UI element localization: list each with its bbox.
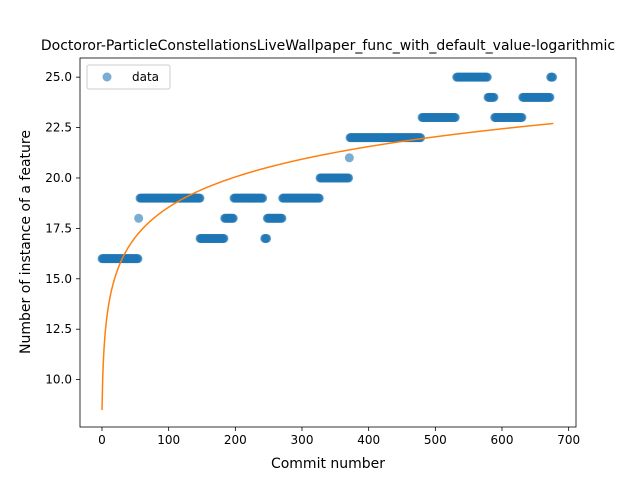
y-tick-label: 25.0 bbox=[45, 70, 72, 84]
data-point bbox=[517, 112, 527, 122]
data-point bbox=[450, 112, 460, 122]
data-point bbox=[262, 233, 272, 243]
legend-label-data: data bbox=[132, 70, 159, 84]
legend-box bbox=[86, 64, 171, 90]
data-point bbox=[314, 193, 324, 203]
x-tick-label: 700 bbox=[557, 433, 580, 447]
y-tick-label: 15.0 bbox=[45, 272, 72, 286]
data-point bbox=[344, 173, 354, 183]
x-axis-label: Commit number bbox=[271, 456, 385, 472]
data-point bbox=[548, 72, 558, 82]
x-axis: 0 100 200 300 400 500 600 700 bbox=[98, 427, 580, 447]
legend: data bbox=[86, 64, 171, 90]
y-tick-label: 20.0 bbox=[45, 171, 72, 185]
data-point bbox=[134, 213, 144, 223]
plot-frame bbox=[79, 57, 577, 428]
data-point bbox=[545, 92, 555, 102]
data-point bbox=[344, 153, 354, 163]
y-tick-label: 22.5 bbox=[45, 121, 72, 135]
x-tick-label: 200 bbox=[224, 433, 247, 447]
x-tick-label: 100 bbox=[157, 433, 180, 447]
data-point bbox=[195, 193, 205, 203]
data-point bbox=[258, 193, 268, 203]
data-point bbox=[416, 133, 426, 143]
x-tick-label: 400 bbox=[357, 433, 380, 447]
y-axis-label: Number of instance of a feature bbox=[18, 130, 34, 354]
data-point bbox=[277, 213, 287, 223]
x-tick-label: 600 bbox=[491, 433, 514, 447]
x-tick-label: 500 bbox=[424, 433, 447, 447]
data-point bbox=[133, 254, 143, 264]
fit-line bbox=[101, 122, 554, 411]
x-tick-label: 300 bbox=[291, 433, 314, 447]
data-point bbox=[482, 72, 492, 82]
chart-title: Doctoror-ParticleConstellationsLiveWallp… bbox=[41, 38, 615, 54]
y-tick-label: 12.5 bbox=[45, 322, 72, 336]
data-point bbox=[489, 92, 499, 102]
data-point bbox=[219, 233, 229, 243]
legend-marker-data bbox=[102, 72, 112, 82]
x-tick-label: 0 bbox=[98, 433, 106, 447]
y-tick-label: 17.5 bbox=[45, 221, 72, 235]
y-axis: 10.0 12.5 15.0 17.5 20.0 22.5 25.0 bbox=[45, 70, 80, 387]
data-point bbox=[228, 213, 238, 223]
data-layer bbox=[97, 72, 558, 411]
y-tick-label: 10.0 bbox=[45, 373, 72, 387]
